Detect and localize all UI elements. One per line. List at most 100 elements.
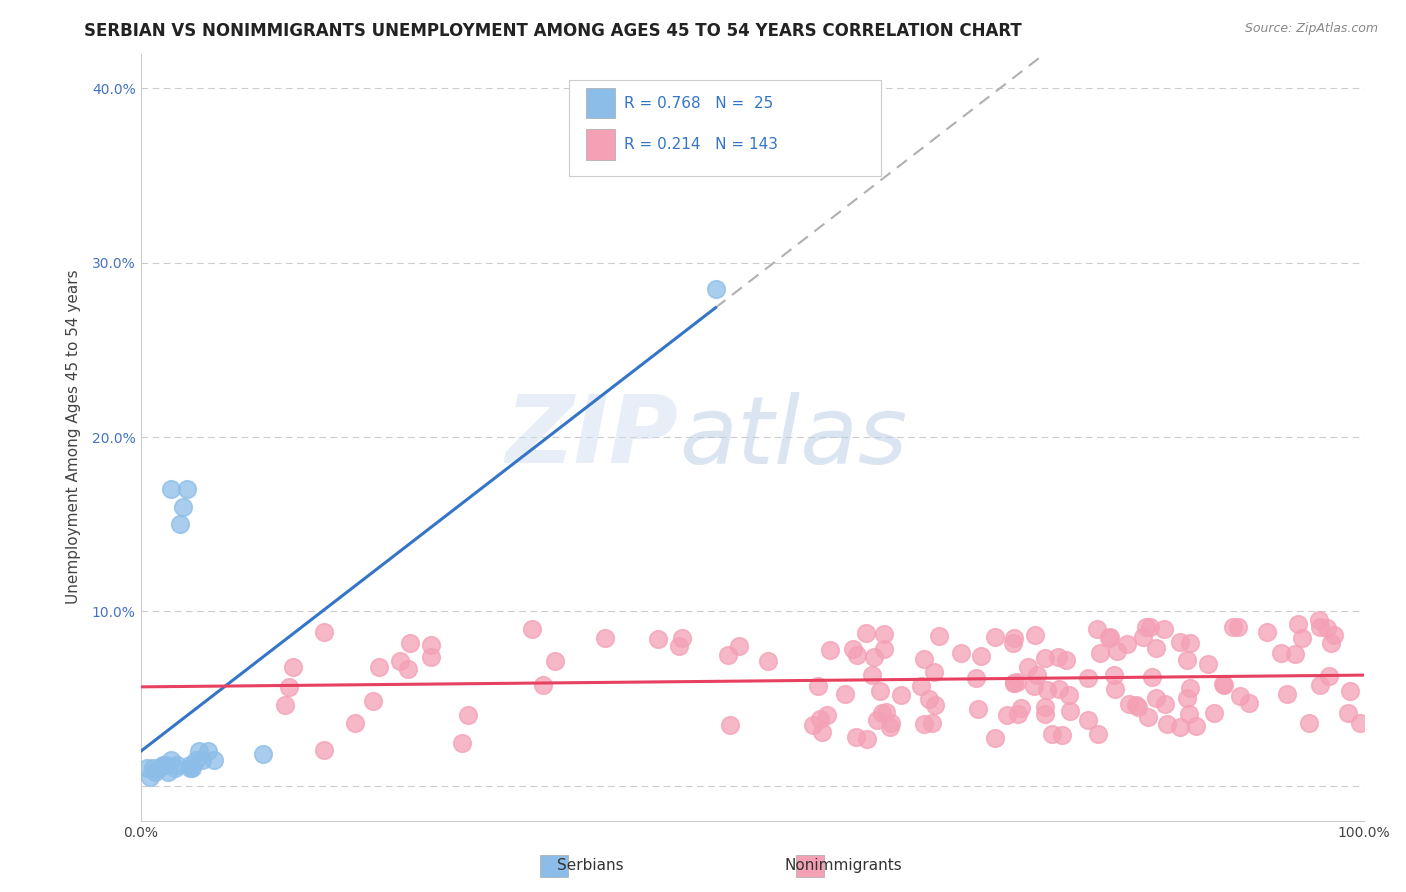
Point — [1026, 667, 1049, 681]
Point — [1033, 700, 1056, 714]
Point — [1132, 630, 1154, 644]
Point — [1059, 704, 1081, 718]
Point — [1153, 622, 1175, 636]
Point — [420, 649, 443, 664]
Point — [873, 627, 896, 641]
Point — [1322, 628, 1344, 642]
Point — [202, 753, 225, 767]
Point — [1033, 707, 1056, 722]
Point — [1256, 625, 1278, 640]
Point — [875, 705, 897, 719]
Point — [965, 671, 987, 685]
Point — [1275, 687, 1298, 701]
Point — [1136, 710, 1159, 724]
Point — [924, 698, 946, 712]
Point — [1098, 630, 1121, 644]
Point — [172, 500, 194, 514]
Point — [273, 698, 295, 713]
Point — [984, 630, 1007, 644]
Point — [872, 642, 894, 657]
Point — [520, 622, 543, 636]
Point — [1320, 636, 1343, 650]
Point — [160, 753, 183, 767]
Point — [810, 725, 832, 739]
Point — [156, 764, 179, 779]
Point — [870, 706, 893, 721]
Point — [152, 757, 174, 772]
Point — [1040, 727, 1063, 741]
FancyBboxPatch shape — [568, 80, 880, 177]
Point — [163, 761, 186, 775]
Text: ZIP: ZIP — [506, 391, 679, 483]
Point — [967, 702, 990, 716]
Point — [1270, 646, 1292, 660]
Point — [389, 654, 412, 668]
Point — [1005, 675, 1028, 690]
Point — [135, 761, 157, 775]
Point — [1102, 668, 1125, 682]
Point — [1024, 627, 1046, 641]
Point — [533, 678, 555, 692]
Point — [1036, 683, 1059, 698]
Point — [969, 649, 991, 664]
Point — [277, 681, 299, 695]
Point — [924, 665, 946, 680]
Point — [912, 652, 935, 666]
Point — [1315, 621, 1337, 635]
Point — [1197, 657, 1219, 672]
Point — [1168, 720, 1191, 734]
Point — [139, 770, 162, 784]
Point — [1309, 620, 1331, 634]
Point — [281, 659, 304, 673]
Point — [1309, 678, 1331, 692]
FancyBboxPatch shape — [586, 129, 616, 160]
Point — [815, 708, 838, 723]
Point — [860, 668, 883, 682]
Point — [160, 483, 183, 497]
Point — [343, 716, 366, 731]
Point — [1229, 690, 1251, 704]
Point — [845, 731, 868, 745]
Point — [181, 761, 204, 775]
Point — [912, 717, 935, 731]
Point — [179, 761, 201, 775]
Point — [1118, 698, 1140, 712]
Point — [995, 707, 1018, 722]
Point — [846, 648, 869, 663]
Point — [1337, 706, 1360, 721]
Point — [398, 636, 420, 650]
Point — [950, 646, 973, 660]
Point — [1237, 696, 1260, 710]
Point — [1178, 706, 1201, 721]
Text: Nonimmigrants: Nonimmigrants — [785, 858, 903, 872]
Point — [1125, 698, 1147, 712]
Point — [1059, 688, 1081, 702]
Point — [801, 718, 824, 732]
Point — [396, 662, 419, 676]
Point — [595, 631, 617, 645]
Point — [1087, 727, 1109, 741]
Point — [457, 708, 479, 723]
Point — [1098, 631, 1121, 645]
Point — [1002, 631, 1025, 645]
Point — [1105, 644, 1128, 658]
Point — [1104, 681, 1126, 696]
Point — [842, 642, 865, 657]
Point — [918, 691, 941, 706]
Point — [188, 744, 211, 758]
Point — [1002, 676, 1025, 690]
Y-axis label: Unemployment Among Ages 45 to 54 years: Unemployment Among Ages 45 to 54 years — [66, 269, 80, 605]
Point — [820, 643, 842, 657]
Point — [1085, 622, 1108, 636]
Point — [1033, 650, 1056, 665]
Point — [169, 517, 191, 532]
Point — [1154, 698, 1177, 712]
Point — [142, 761, 165, 775]
Point — [668, 640, 690, 654]
Point — [1226, 619, 1249, 633]
Point — [176, 483, 198, 497]
Point — [1156, 717, 1178, 731]
Point — [1178, 635, 1201, 649]
Point — [153, 757, 176, 772]
Text: R = 0.214   N = 143: R = 0.214 N = 143 — [624, 137, 778, 153]
